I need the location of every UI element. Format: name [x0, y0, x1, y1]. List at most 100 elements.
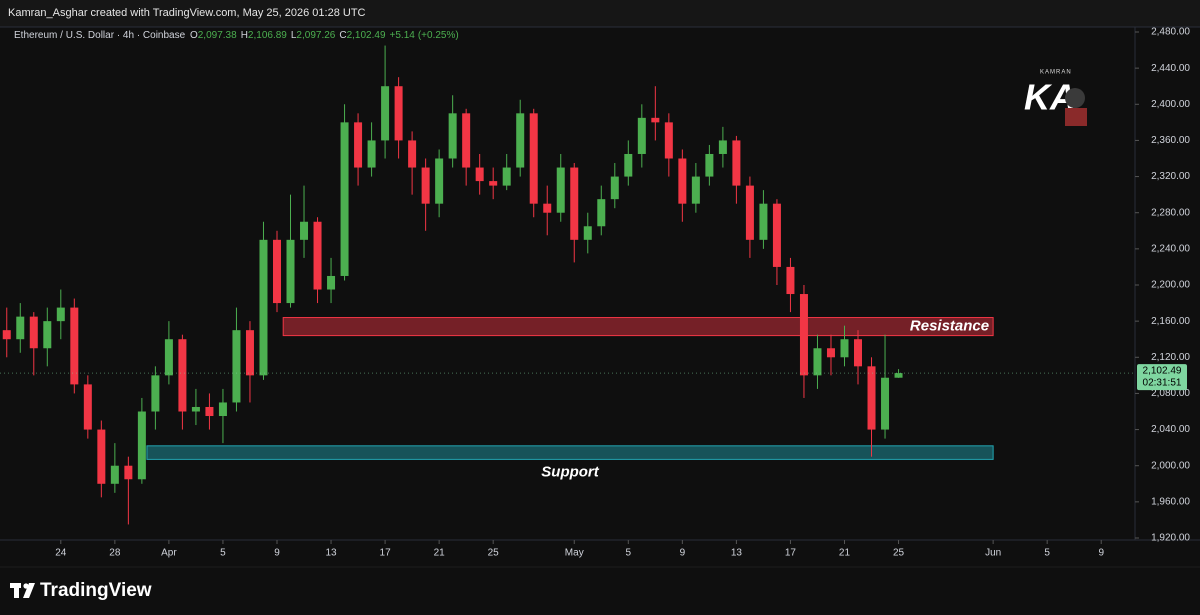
candle-body: [151, 375, 160, 412]
candle-body: [799, 294, 808, 376]
candle-body: [854, 339, 863, 367]
change: +5.14: [390, 30, 416, 41]
candle-body: [678, 158, 687, 204]
candle-body: [840, 339, 849, 358]
candle-body: [570, 167, 579, 240]
watermark-logo: KAMRAN KA: [1022, 66, 1094, 128]
y-tick-label: 2,320.00: [1151, 171, 1190, 182]
footer-logo: TradingView: [10, 580, 152, 601]
ohlc-value: 2,106.89: [248, 30, 287, 41]
candle-body: [421, 167, 430, 204]
y-tick-label: 2,280.00: [1151, 207, 1190, 218]
candle-body: [83, 384, 92, 430]
candle-body: [43, 321, 52, 349]
logo-name: KAMRAN: [1040, 70, 1072, 76]
candle-body: [245, 330, 254, 376]
candle-body: [516, 113, 525, 168]
candle-body: [16, 316, 25, 340]
zone-label: Resistance: [910, 318, 989, 335]
candle-body: [583, 226, 592, 240]
x-tick-label: Jun: [985, 548, 1001, 559]
top-bar: [0, 0, 1200, 27]
candle-body: [300, 221, 309, 240]
logo-figure: [1065, 88, 1085, 108]
logo-figure-body: [1065, 108, 1087, 126]
ohlc-key: H: [241, 30, 248, 41]
x-tick-label: 13: [325, 548, 337, 559]
x-tick-label: 5: [626, 548, 632, 559]
candle-body: [137, 411, 146, 480]
candle-body: [772, 203, 781, 267]
y-tick-label: 2,360.00: [1151, 135, 1190, 146]
candle-body: [867, 366, 876, 430]
candle-body: [313, 221, 322, 290]
x-tick-label: 21: [839, 548, 851, 559]
candle-body: [624, 153, 633, 177]
legend: Ethereum / U.S. Dollar · 4h · Coinbase O…: [14, 30, 459, 41]
candle-body: [164, 339, 173, 376]
candle-body: [381, 86, 390, 141]
candle-body: [448, 113, 457, 159]
candle-body: [691, 176, 700, 204]
x-tick-label: 17: [380, 548, 392, 559]
candle-body: [597, 199, 606, 227]
candle-body: [408, 140, 417, 168]
candle-body: [272, 239, 281, 304]
candle-body: [529, 113, 538, 204]
x-tick-label: 25: [893, 548, 905, 559]
candle-body: [124, 465, 133, 480]
x-tick-label: 5: [220, 548, 226, 559]
ohlc-key: O: [190, 30, 198, 41]
y-tick-label: 2,400.00: [1151, 99, 1190, 110]
x-tick-label: Apr: [161, 548, 177, 559]
legend-line: Ethereum / U.S. Dollar · 4h · Coinbase O…: [14, 30, 459, 41]
candle-body: [718, 140, 727, 154]
y-tick-label: 2,480.00: [1151, 27, 1190, 38]
candle-body: [70, 307, 79, 385]
x-tick-label: 5: [1044, 548, 1050, 559]
candle-body: [259, 239, 268, 376]
x-tick-label: 24: [55, 548, 67, 559]
candle-body: [2, 330, 11, 340]
candle-body: [56, 307, 65, 322]
candle-body: [745, 185, 754, 240]
candle-body: [110, 465, 119, 484]
footer-brand: TradingView: [40, 580, 152, 601]
candle-body: [178, 339, 187, 412]
candle-body: [610, 176, 619, 200]
y-tick-label: 2,000.00: [1151, 460, 1190, 471]
y-tick-label: 2,080.00: [1151, 388, 1190, 399]
candle-body: [29, 316, 38, 349]
zone: [146, 445, 994, 460]
candle-body: [543, 203, 552, 213]
candle-body: [475, 167, 484, 182]
attribution: Kamran_Asghar created with TradingView.c…: [8, 7, 366, 19]
ohlc-value: 2,097.38: [198, 30, 237, 41]
candle-body: [637, 117, 646, 154]
ohlc-key: L: [291, 30, 297, 41]
y-tick-label: 2,040.00: [1151, 424, 1190, 435]
candle-body: [354, 122, 363, 168]
logo-mark: [14, 583, 19, 598]
symbol: Ethereum / U.S. Dollar · 4h · Coinbase: [14, 30, 186, 41]
zone: [282, 317, 994, 337]
change-pct: (+0.25%): [418, 30, 459, 41]
ohlc-key: C: [339, 30, 346, 41]
candle-body: [894, 373, 903, 378]
candle-body: [394, 86, 403, 141]
candle-body: [191, 406, 200, 412]
x-tick-label: 17: [785, 548, 797, 559]
candle-body: [826, 348, 835, 358]
candle-body: [881, 377, 890, 430]
candle-body: [502, 167, 511, 186]
countdown: 02:31:51: [1143, 378, 1182, 389]
candle-body: [205, 406, 214, 417]
x-tick-label: 9: [274, 548, 280, 559]
x-tick-label: 28: [109, 548, 121, 559]
y-tick-label: 1,960.00: [1151, 496, 1190, 507]
candle-body: [232, 330, 241, 403]
y-tick-label: 2,440.00: [1151, 63, 1190, 74]
last-price-box: [1137, 364, 1187, 391]
